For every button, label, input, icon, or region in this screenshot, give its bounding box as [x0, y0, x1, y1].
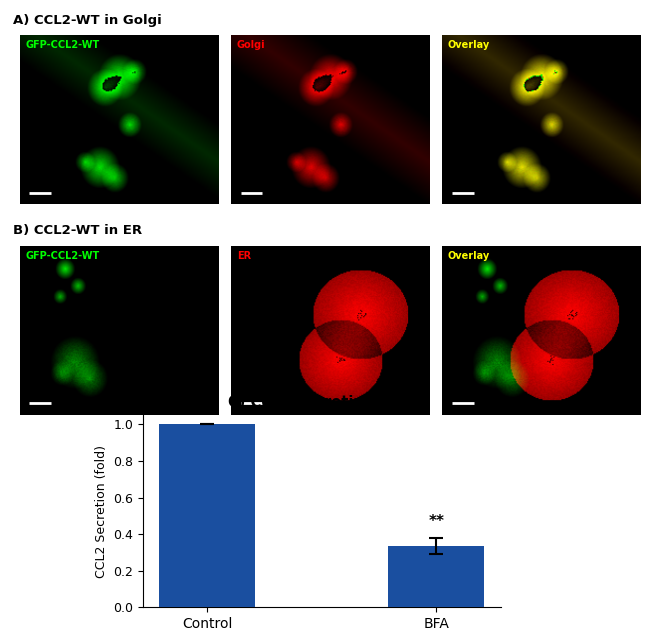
Bar [388, 546, 484, 607]
Text: B) CCL2-WT in ER: B) CCL2-WT in ER [13, 224, 142, 238]
Bar [159, 424, 255, 607]
Text: A) CCL2-WT in Golgi: A) CCL2-WT in Golgi [13, 13, 162, 26]
Text: ER: ER [237, 251, 251, 261]
Text: Golgi: Golgi [237, 40, 265, 50]
Text: **: ** [428, 514, 444, 528]
Title: C) CCL2 secretion: BFA: C) CCL2 secretion: BFA [228, 395, 415, 410]
Text: GFP-CCL2-WT: GFP-CCL2-WT [25, 251, 99, 261]
Text: Overlay: Overlay [448, 251, 490, 261]
Text: Overlay: Overlay [448, 40, 490, 50]
Text: GFP-CCL2-WT: GFP-CCL2-WT [25, 40, 99, 50]
Y-axis label: CCL2 Secretion (fold): CCL2 Secretion (fold) [95, 445, 108, 578]
